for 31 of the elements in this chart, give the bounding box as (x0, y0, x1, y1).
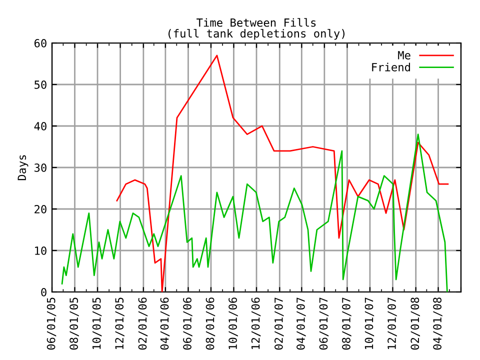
x-tick-label: 12/01/07 (388, 298, 397, 350)
y-tick-label: 40 (34, 122, 46, 130)
x-tick-label: 10/01/06 (228, 298, 238, 350)
legend-label: Friend (372, 62, 410, 72)
x-tick-label: 02/01/07 (274, 298, 284, 350)
legend-label: Me (398, 51, 410, 60)
x-tick-label: 08/01/06 (206, 298, 216, 350)
y-tick-label: 0 (41, 288, 46, 296)
x-tick-label: 08/01/05 (70, 298, 79, 350)
x-tick-label: 02/01/06 (138, 298, 148, 350)
chart-title: Time Between Fills (196, 18, 316, 27)
y-axis-title: Days (18, 155, 28, 180)
y-tick-label: 30 (34, 164, 46, 172)
x-tick-label: 08/01/07 (342, 298, 352, 350)
y-tick-label: 50 (34, 80, 46, 89)
x-tick-label: 06/01/05 (46, 298, 56, 350)
x-tick-label: 04/01/07 (296, 298, 306, 350)
x-tick-label: 12/01/06 (251, 298, 261, 350)
x-tick-label: 02/01/08 (410, 298, 420, 350)
y-tick-label: 10 (35, 246, 46, 255)
y-tick-label: 20 (34, 205, 46, 214)
y-tick-label: 60 (34, 39, 46, 48)
x-tick-label: 06/01/06 (183, 298, 192, 350)
chart-subtitle: (full tank depletions only) (168, 28, 344, 40)
x-tick-label: 04/01/06 (160, 298, 170, 350)
x-tick-label: 04/01/08 (433, 298, 442, 350)
x-tick-label: 10/01/07 (364, 298, 374, 350)
line-series (61, 134, 448, 292)
x-tick-label: 06/01/07 (319, 298, 329, 350)
x-tick-label: 12/01/05 (115, 298, 124, 350)
x-tick-label: 10/01/05 (92, 298, 102, 350)
